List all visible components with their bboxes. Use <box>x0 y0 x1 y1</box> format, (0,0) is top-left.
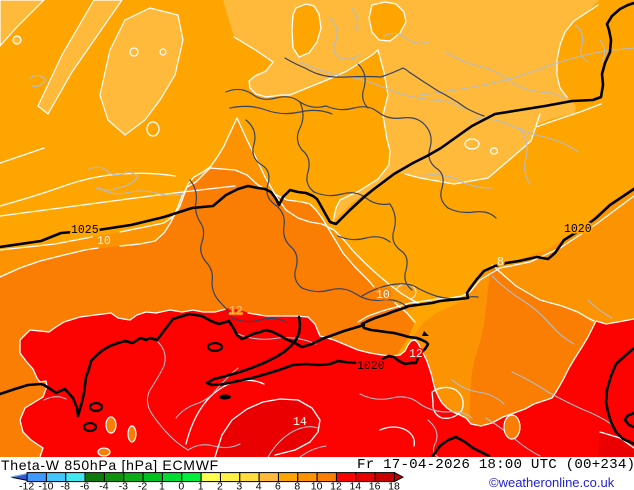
svg-text:1020: 1020 <box>564 223 592 236</box>
svg-text:-10: -10 <box>38 481 53 490</box>
svg-text:2: 2 <box>217 481 223 490</box>
svg-text:18: 18 <box>388 481 400 490</box>
svg-text:-8: -8 <box>61 481 70 490</box>
svg-text:16: 16 <box>369 481 381 490</box>
svg-text:6: 6 <box>275 481 281 490</box>
svg-text:0: 0 <box>178 481 184 490</box>
svg-text:1: 1 <box>159 481 165 490</box>
svg-text:-4: -4 <box>99 481 108 490</box>
svg-text:4: 4 <box>256 481 262 490</box>
svg-text:14: 14 <box>349 481 361 490</box>
svg-text:-2: -2 <box>138 481 147 490</box>
svg-text:8: 8 <box>497 256 504 269</box>
svg-text:12: 12 <box>229 305 243 318</box>
svg-text:10: 10 <box>97 235 111 248</box>
svg-text:10: 10 <box>311 481 323 490</box>
svg-text:8: 8 <box>294 481 300 490</box>
svg-text:-3: -3 <box>119 481 128 490</box>
svg-text:10: 10 <box>376 289 390 302</box>
svg-text:1: 1 <box>198 481 204 490</box>
svg-text:14: 14 <box>293 416 307 429</box>
svg-text:1025: 1025 <box>71 224 99 237</box>
svg-text:3: 3 <box>236 481 242 490</box>
svg-text:12: 12 <box>409 348 423 361</box>
svg-text:1020: 1020 <box>357 360 385 373</box>
svg-text:12: 12 <box>330 481 342 490</box>
svg-text:-12: -12 <box>19 481 34 490</box>
svg-text:-6: -6 <box>80 481 89 490</box>
